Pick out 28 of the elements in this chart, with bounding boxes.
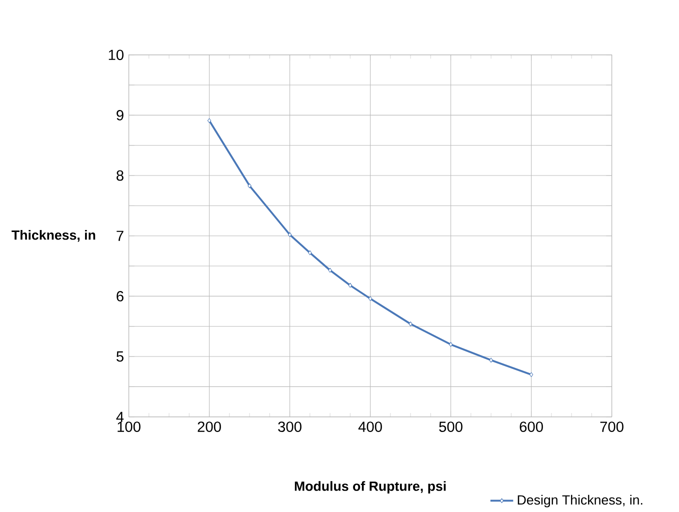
x-tick-label: 400 [358,422,382,432]
x-tick-label: 300 [278,422,302,432]
x-tick-label: 100 [118,422,140,432]
point [368,296,372,302]
y-tick-label: 7 [116,230,124,241]
y-tick-label: 4 [116,412,124,422]
y-tick-label: 5 [116,351,124,362]
legend-label: Design Thickness, in. [518,494,642,508]
y-axis-title: Thickness, in [12,230,96,242]
point [408,322,412,326]
y-tick-label: 10 [108,50,124,60]
y-tick-label: 9 [116,110,124,120]
y-tick-label: 6 [116,291,124,302]
point [328,268,332,273]
x-tick-label: 600 [520,422,543,432]
x-tick-label: 200 [198,422,221,432]
point [489,358,493,363]
x-tick-label: 700 [600,422,624,432]
point [529,372,534,378]
point [348,283,352,288]
point [288,232,292,238]
y-tick-label: 8 [116,170,124,181]
x-tick-label: 500 [439,422,462,432]
point [207,118,212,124]
x-axis-title: Modulus of Rupture, psi [294,481,446,494]
point [248,183,252,188]
point [448,342,453,347]
point [308,250,312,256]
